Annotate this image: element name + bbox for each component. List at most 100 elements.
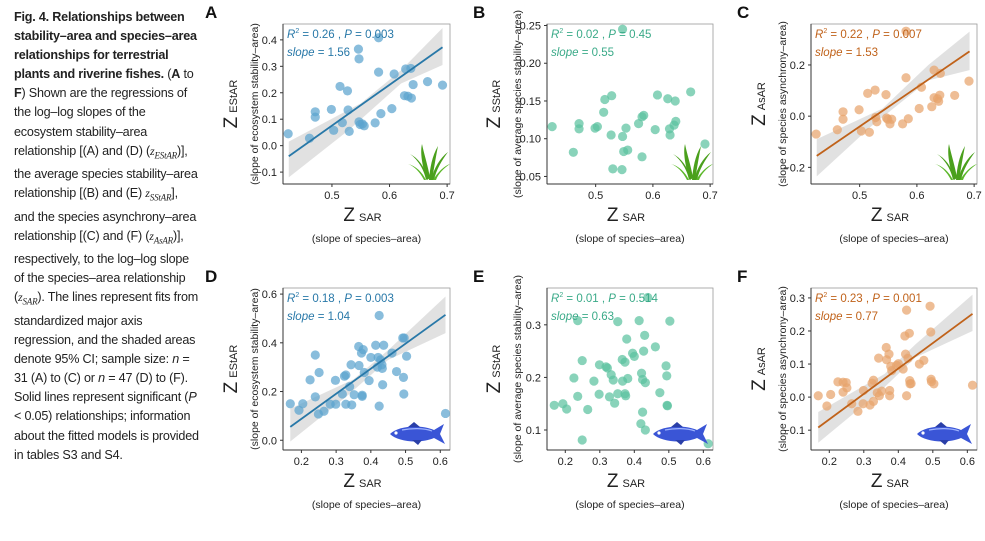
p-value: = 0.003 — [352, 293, 394, 305]
x-tick-label: 0.3 — [592, 456, 607, 468]
caption-text: = 47 (D) to (F). Solid lines represent s… — [14, 371, 189, 405]
panel-label: C — [737, 3, 749, 22]
p-symbol: P — [344, 293, 352, 305]
fish-stripe — [664, 428, 696, 432]
stats-annotation: R2 = 0.02 , P = 0.45 — [551, 28, 651, 41]
axis-symbol: Z — [749, 114, 770, 126]
x-tick-label: 0.6 — [382, 190, 397, 202]
axis-subscript: AsAR — [756, 347, 768, 375]
data-point — [881, 90, 891, 100]
caption-text: < 0.05) relationships; information about… — [14, 409, 199, 462]
data-point — [665, 130, 675, 140]
y-tick-label: 0.4 — [262, 338, 277, 350]
p-value: = 0.45 — [616, 29, 652, 41]
data-point — [387, 104, 397, 114]
data-point — [330, 375, 341, 385]
y-tick-label: 0.0 — [262, 435, 277, 447]
data-point — [870, 85, 880, 95]
data-point — [872, 117, 882, 127]
panel-e: E 0.2 0.3 0.4 0.5 0.6 0.1 0.2 0.3 R2 = 0.01 , P =… — [473, 267, 714, 511]
y-tick-label: 0.2 — [526, 372, 541, 384]
slope-annotation: slope = 1.56 — [287, 47, 350, 59]
plant-leaf — [958, 152, 975, 180]
fish-icon — [653, 422, 708, 445]
plant-icon — [671, 144, 713, 180]
data-point — [573, 316, 583, 326]
data-point — [868, 375, 879, 385]
x-tick-label: 0.6 — [696, 456, 711, 468]
data-point — [665, 316, 675, 326]
y-tick-label: 0.3 — [790, 293, 805, 305]
data-point — [838, 107, 848, 117]
data-point — [399, 333, 409, 343]
data-point — [344, 126, 354, 136]
regression-line — [288, 46, 444, 157]
panel-b: B 0.5 0.6 0.7 0.05 0.10 0.15 0.20 0.25 R2 = 0.02 … — [473, 3, 718, 245]
data-point — [378, 380, 388, 390]
caption-symbol: n — [172, 352, 180, 367]
axis-symbol: Z — [749, 379, 770, 391]
slope-label: slope — [815, 47, 843, 59]
data-point — [887, 114, 897, 124]
slope-value: = 0.55 — [579, 47, 615, 59]
data-point — [670, 96, 680, 106]
x-tick-label: 0.2 — [294, 456, 309, 468]
panel-f: F 0.2 0.3 0.4 0.5 0.6 −0.1 0.0 0.1 0.2 0.3 R2 = 0.2… — [737, 267, 978, 511]
data-point — [822, 401, 832, 411]
plant-leaf — [431, 152, 448, 180]
y-tick-label: 0.0 — [790, 111, 805, 123]
data-point — [620, 357, 630, 367]
data-point — [364, 375, 374, 386]
data-point — [919, 355, 929, 366]
data-point — [604, 392, 615, 402]
data-point — [349, 390, 359, 400]
data-point — [357, 390, 367, 400]
axis-symbol: Z — [607, 471, 619, 492]
slope-annotation: slope = 0.63 — [551, 311, 614, 323]
fish-fin — [935, 422, 947, 427]
x-tick-label: 0.4 — [363, 456, 378, 468]
data-point — [864, 127, 874, 137]
data-point — [621, 123, 631, 133]
slope-label: slope — [551, 311, 579, 323]
data-point — [811, 129, 821, 139]
stats-annotation: R2 = 0.18 , P = 0.003 — [287, 292, 394, 305]
panel-label: A — [205, 3, 217, 22]
data-point — [422, 77, 433, 87]
r-squared-symbol: R — [815, 29, 823, 41]
x-axis-title: Z SAR — [871, 205, 909, 226]
data-point — [700, 139, 710, 149]
data-point — [901, 26, 911, 36]
data-point — [305, 375, 315, 385]
data-point — [662, 401, 673, 411]
caption-text: to — [180, 67, 194, 82]
axis-subscript: SStAR — [491, 345, 503, 378]
slope-annotation: slope = 1.04 — [287, 311, 351, 323]
data-point — [842, 383, 852, 393]
data-point — [319, 406, 329, 416]
axis-symbol: Z — [484, 116, 505, 128]
data-point — [633, 119, 644, 129]
data-point — [637, 407, 648, 417]
data-point — [583, 404, 593, 415]
p-symbol: P — [344, 29, 352, 41]
y-axis-title: Z AsAR — [749, 82, 770, 126]
axis-subscript: SAR — [359, 478, 382, 490]
data-point — [342, 86, 353, 96]
data-point — [406, 93, 417, 103]
caption-symbol: zAsAR — [149, 228, 173, 246]
panel-label: E — [473, 267, 484, 286]
x-tick-label: 0.7 — [702, 190, 717, 202]
caption-symbol: n — [98, 371, 105, 386]
stats-annotation: R2 = 0.26 , P = 0.003 — [287, 28, 394, 41]
y-tick-label: 0.10 — [520, 134, 541, 146]
caption-text: = 31 (A) to (C) or — [14, 352, 190, 386]
slope-label: slope — [815, 311, 843, 323]
data-point — [549, 400, 559, 410]
data-point — [623, 373, 633, 384]
p-symbol: P — [872, 29, 880, 41]
data-point — [345, 382, 355, 392]
data-point — [935, 68, 945, 79]
x-tick-label: 0.5 — [661, 456, 676, 468]
x-axis-title: Z SAR — [871, 471, 909, 492]
